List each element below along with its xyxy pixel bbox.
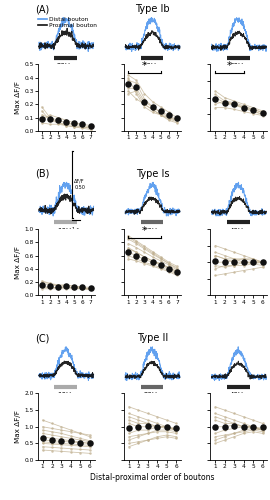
- Text: (A): (A): [35, 4, 49, 14]
- Point: [134, 252, 139, 260]
- Legend: Distal bouton, Proximal bouton: Distal bouton, Proximal bouton: [38, 17, 97, 28]
- Text: 1 s: 1 s: [72, 227, 79, 232]
- Text: *: *: [142, 226, 147, 235]
- Title: Type Is: Type Is: [136, 169, 169, 179]
- Point: [59, 436, 64, 444]
- Point: [213, 422, 217, 430]
- Point: [155, 422, 160, 430]
- Text: 40Hz: 40Hz: [143, 63, 161, 69]
- Point: [72, 283, 76, 291]
- Point: [150, 258, 155, 266]
- Point: [80, 120, 85, 128]
- Point: [50, 436, 54, 444]
- Point: [64, 282, 68, 290]
- Point: [134, 83, 139, 91]
- Point: [158, 107, 163, 115]
- Point: [126, 248, 130, 256]
- Point: [80, 284, 85, 292]
- Text: ΔF/F
0.50: ΔF/F 0.50: [75, 178, 85, 190]
- Point: [48, 282, 52, 290]
- Point: [251, 106, 255, 114]
- Point: [127, 424, 131, 432]
- X-axis label: Distal-proximal order of boutons: Distal-proximal order of boutons: [90, 474, 215, 482]
- Point: [136, 422, 140, 430]
- Point: [40, 115, 44, 123]
- Point: [175, 268, 179, 276]
- Point: [232, 422, 236, 430]
- Point: [56, 283, 60, 291]
- Point: [251, 422, 255, 430]
- Point: [260, 422, 265, 430]
- Point: [222, 422, 227, 430]
- Y-axis label: Max ΔF/F: Max ΔF/F: [15, 246, 22, 278]
- Point: [167, 111, 171, 119]
- Text: (B): (B): [35, 168, 49, 178]
- Point: [40, 282, 44, 290]
- Y-axis label: Max ΔF/F: Max ΔF/F: [15, 410, 22, 443]
- Point: [88, 284, 93, 292]
- Point: [56, 116, 60, 124]
- Point: [251, 258, 255, 266]
- Point: [88, 440, 92, 448]
- Title: Type II: Type II: [137, 334, 168, 344]
- Point: [213, 96, 217, 104]
- Point: [222, 258, 227, 266]
- Point: [146, 422, 150, 430]
- Point: [241, 104, 246, 112]
- Text: *: *: [142, 61, 147, 71]
- Text: 40Hz: 40Hz: [230, 228, 247, 234]
- Text: 20Hz: 20Hz: [57, 63, 75, 69]
- Point: [48, 115, 52, 123]
- Text: *: *: [227, 61, 232, 71]
- Text: 20Hz: 20Hz: [143, 392, 161, 398]
- Point: [167, 265, 171, 273]
- Y-axis label: Max ΔF/F: Max ΔF/F: [15, 81, 22, 114]
- Point: [142, 98, 147, 106]
- Point: [174, 424, 178, 432]
- Point: [241, 422, 246, 430]
- Text: 10Hz: 10Hz: [57, 228, 75, 234]
- Text: 10Hz: 10Hz: [57, 392, 75, 398]
- Point: [88, 122, 93, 130]
- Point: [165, 422, 169, 430]
- Point: [142, 255, 147, 263]
- Point: [222, 98, 227, 106]
- Point: [64, 118, 68, 126]
- Point: [72, 119, 76, 127]
- Point: [78, 438, 83, 446]
- Point: [69, 438, 73, 446]
- Point: [232, 100, 236, 108]
- Point: [175, 114, 179, 122]
- Text: 80Hz: 80Hz: [230, 63, 247, 69]
- Point: [126, 80, 130, 88]
- Point: [158, 261, 163, 269]
- Point: [40, 434, 45, 442]
- Text: (C): (C): [35, 333, 49, 343]
- Point: [213, 256, 217, 264]
- Point: [260, 258, 265, 266]
- Text: 20Hz: 20Hz: [143, 228, 161, 234]
- Point: [150, 103, 155, 111]
- Point: [241, 258, 246, 266]
- Point: [260, 108, 265, 116]
- Point: [232, 258, 236, 266]
- Title: Type Ib: Type Ib: [135, 4, 170, 14]
- Text: 40Hz: 40Hz: [230, 392, 247, 398]
